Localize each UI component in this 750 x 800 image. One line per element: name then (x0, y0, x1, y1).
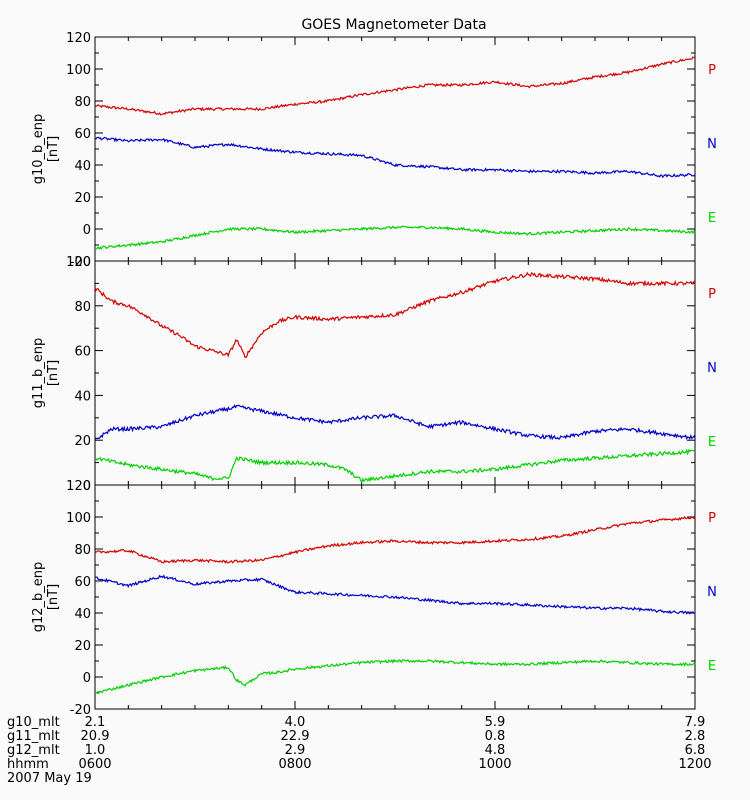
y-tick-label: 60 (74, 345, 91, 360)
y-tick-label: 100 (66, 511, 91, 526)
y-tick-label: 80 (74, 95, 91, 110)
panel-frame (94, 260, 696, 486)
footer-value: 2.8 (684, 729, 706, 744)
legend-entry-N: N (707, 137, 717, 152)
y-tick-label: 100 (66, 255, 91, 270)
legend-entry-E: E (708, 435, 716, 450)
legend-entry-N: N (707, 585, 717, 600)
footer-table: g10_mlt 2.1 4.0 5.9 7.9 g11_mlt 20.9 22.… (0, 716, 750, 796)
series-line-N (94, 404, 696, 441)
y-axis-label: g10_b_enp (31, 114, 46, 185)
y-tick-label: 60 (74, 575, 91, 590)
chart-title: GOES Magnetometer Data (301, 17, 486, 33)
footer-value: 7.9 (684, 715, 706, 730)
footer-value: 1200 (678, 757, 712, 772)
panel-1: -20 0 20 40 60 80 100 120 g10_b_enp [nT] P N E (31, 31, 717, 270)
legend-entry-P: P (708, 287, 716, 302)
y-tick-label: 120 (66, 479, 91, 494)
legend-entry-P: P (708, 511, 716, 526)
legend-entry-E: E (708, 211, 716, 226)
footer-value: 20.9 (80, 729, 110, 744)
footer-row-hhmm: hhmm 0600 0800 1000 1200 (0, 758, 750, 772)
y-axis-unit: [nT] (46, 584, 61, 610)
goes-magnetometer-chart: GOES Magnetometer Data -20 0 20 40 60 80 100 12… (31, 17, 717, 716)
footer-row-g10: g10_mlt 2.1 4.0 5.9 7.9 (0, 716, 750, 730)
y-axis-label: g11_b_enp (31, 338, 46, 409)
y-axis-unit: [nT] (46, 136, 61, 162)
footer-value: 1.0 (84, 743, 106, 758)
panel-2: 0 20 40 60 80 100 g11_b_enp [nT] P N E (31, 255, 717, 494)
footer-value: 1000 (478, 757, 512, 772)
y-tick-label: 40 (74, 607, 91, 622)
y-tick-label: 60 (74, 127, 91, 142)
footer-value: 2.1 (84, 715, 106, 730)
y-tick-label: 0 (83, 479, 91, 494)
series-line-P (94, 56, 696, 116)
y-tick-label: -20 (70, 255, 91, 270)
series-line-N (94, 574, 696, 615)
footer-value: 6.8 (684, 743, 706, 758)
y-tick-label: 100 (66, 63, 91, 78)
footer-value: 0800 (278, 757, 312, 772)
footer-value: 22.9 (280, 729, 310, 744)
y-tick-label: 20 (74, 434, 91, 449)
y-tick-label: 120 (66, 31, 91, 46)
y-axis-unit: [nT] (46, 360, 61, 386)
footer-row-name: g10_mlt (7, 715, 60, 730)
y-tick-label: 40 (74, 159, 91, 174)
panel-3: -20 0 20 40 60 80 100 120 g12_b_enp [nT] P N E (31, 479, 717, 716)
y-tick-label: 80 (74, 543, 91, 558)
footer-row-g12: g12_mlt 1.0 2.9 4.8 6.8 (0, 744, 750, 758)
y-tick-label: 0 (83, 223, 91, 238)
footer-value: 5.9 (484, 715, 506, 730)
legend-entry-E: E (708, 659, 716, 674)
y-tick-label: 20 (74, 639, 91, 654)
y-tick-label: 40 (74, 389, 91, 404)
footer-row-name: hhmm (7, 757, 49, 772)
series-line-N (94, 136, 696, 179)
y-tick-label: 20 (74, 191, 91, 206)
footer-value: 0600 (78, 757, 112, 772)
y-tick-label: 0 (83, 671, 91, 686)
legend-entry-N: N (707, 361, 717, 376)
series-line-E (94, 225, 696, 250)
series-line-P (94, 271, 696, 359)
footer-date: 2007 May 19 (0, 772, 750, 786)
footer-value: 4.8 (484, 743, 506, 758)
series-line-P (94, 515, 696, 564)
footer-row-name: g11_mlt (7, 729, 60, 744)
footer-row-g11: g11_mlt 20.9 22.9 0.8 2.8 (0, 730, 750, 744)
footer-value: 4.0 (284, 715, 306, 730)
footer-value: 0.8 (484, 729, 506, 744)
footer-date-text: 2007 May 19 (7, 771, 92, 786)
series-line-E (94, 448, 696, 484)
y-tick-label: 80 (74, 300, 91, 315)
legend-entry-P: P (708, 63, 716, 78)
footer-value: 2.9 (284, 743, 306, 758)
footer-row-name: g12_mlt (7, 743, 60, 758)
y-axis-label: g12_b_enp (31, 562, 46, 633)
series-line-E (94, 658, 696, 694)
y-tick-label: -20 (70, 703, 91, 716)
